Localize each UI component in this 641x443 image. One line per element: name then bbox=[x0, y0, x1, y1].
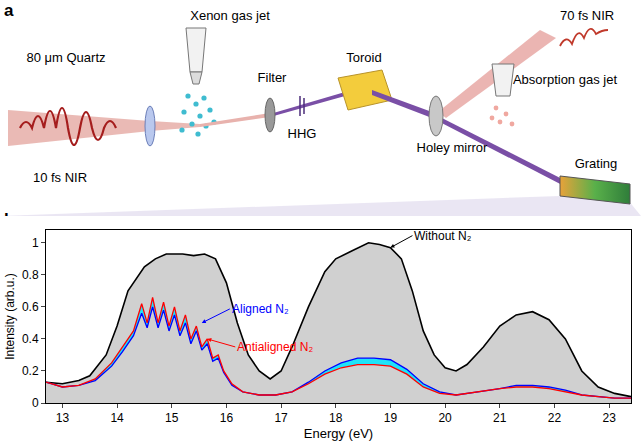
svg-text:70 fs NIR: 70 fs NIR bbox=[560, 8, 614, 23]
svg-text:0.8: 0.8 bbox=[22, 268, 39, 282]
svg-text:Grating: Grating bbox=[575, 156, 618, 171]
svg-text:15: 15 bbox=[165, 411, 179, 425]
svg-text:a: a bbox=[4, 1, 14, 20]
svg-text:Xenon gas jet: Xenon gas jet bbox=[190, 8, 270, 23]
svg-text:0: 0 bbox=[32, 396, 39, 410]
svg-text:17: 17 bbox=[274, 411, 288, 425]
svg-text:19: 19 bbox=[384, 411, 398, 425]
svg-text:Toroid: Toroid bbox=[346, 50, 381, 65]
svg-text:Absorption gas jet: Absorption gas jet bbox=[513, 72, 617, 87]
svg-text:14: 14 bbox=[110, 411, 124, 425]
svg-text:Antialigned N₂: Antialigned N₂ bbox=[237, 340, 313, 354]
svg-text:13: 13 bbox=[56, 411, 70, 425]
svg-text:21: 21 bbox=[493, 411, 507, 425]
svg-text:10 fs NIR: 10 fs NIR bbox=[33, 170, 87, 185]
svg-text:0.4: 0.4 bbox=[22, 332, 39, 346]
svg-text:0.6: 0.6 bbox=[22, 300, 39, 314]
svg-text:Intensity (arb.u.): Intensity (arb.u.) bbox=[3, 273, 17, 360]
svg-text:22: 22 bbox=[548, 411, 562, 425]
svg-text:1: 1 bbox=[32, 236, 39, 250]
svg-text:Aligned N₂: Aligned N₂ bbox=[232, 302, 289, 316]
svg-text:18: 18 bbox=[329, 411, 343, 425]
svg-text:Holey mirror: Holey mirror bbox=[417, 140, 488, 155]
svg-text:23: 23 bbox=[602, 411, 616, 425]
html-text:b: b bbox=[4, 210, 15, 229]
svg-text:Energy (eV): Energy (eV) bbox=[304, 426, 373, 441]
svg-text:80 μm Quartz: 80 μm Quartz bbox=[26, 50, 105, 65]
svg-text:Without N₂: Without N₂ bbox=[414, 229, 472, 243]
svg-text:16: 16 bbox=[220, 411, 234, 425]
svg-text:0.2: 0.2 bbox=[22, 364, 39, 378]
svg-text:20: 20 bbox=[438, 411, 452, 425]
svg-text:HHG: HHG bbox=[288, 126, 317, 141]
svg-text:Filter: Filter bbox=[258, 70, 288, 85]
